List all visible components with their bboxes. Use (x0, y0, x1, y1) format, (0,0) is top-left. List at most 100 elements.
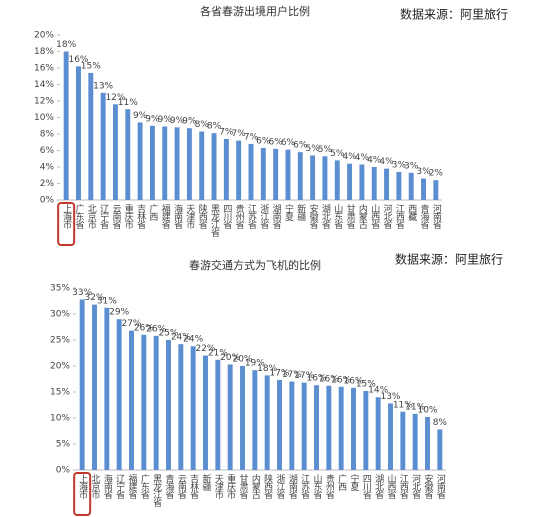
bar (359, 164, 365, 200)
x-tick-label: 内蒙古 (357, 203, 368, 230)
value-label: 3% (392, 160, 407, 170)
x-tick-label: 安徽省 (423, 473, 434, 500)
highlight-box (57, 202, 76, 246)
bar (248, 143, 254, 200)
x-tick-label: 上海市 (61, 204, 72, 230)
x-tick-label: 江苏省 (299, 474, 310, 500)
bar (227, 364, 233, 470)
y-tick-label: 0% (56, 466, 71, 476)
x-tick-label: 福建省 (160, 203, 171, 230)
y-tick-label: 6% (40, 146, 55, 156)
bar (178, 344, 184, 470)
x-tick-label: 宁夏 (283, 203, 294, 221)
chart-title: 各省春游出境用户比例 (200, 4, 310, 18)
value-label: 9% (170, 116, 185, 126)
x-tick-label: 浙江省 (258, 203, 269, 230)
value-label: 18% (257, 364, 277, 374)
x-tick-label: 北京市 (90, 474, 101, 500)
value-label: 15% (81, 61, 101, 71)
bar (301, 382, 307, 470)
value-label: 9% (145, 114, 160, 124)
value-label: 6% (281, 138, 296, 148)
bar (338, 386, 344, 470)
x-tick-label: 河北省 (382, 203, 393, 230)
chart-title: 春游交通方式为飞机的比例 (189, 258, 321, 272)
bar (215, 359, 221, 470)
bar (400, 411, 406, 470)
value-label: 20% (220, 353, 240, 363)
value-label: 29% (109, 308, 129, 318)
value-label: 14% (368, 386, 388, 396)
y-tick-label: 5% (56, 440, 71, 450)
source: 数据来源：阿里旅行 (400, 7, 508, 22)
bar (79, 299, 85, 470)
value-label: 21% (208, 348, 228, 358)
bar (199, 131, 205, 200)
x-tick-label: 云南省 (176, 474, 187, 500)
bar (384, 168, 390, 200)
bar (112, 104, 118, 200)
y-tick-label: 20% (34, 31, 54, 41)
bar (264, 375, 270, 470)
bar (310, 155, 316, 200)
value-label: 13% (93, 81, 113, 91)
value-label: 19% (245, 359, 265, 369)
y-tick-label: 0% (40, 196, 55, 206)
value-label: 17% (282, 370, 302, 380)
bar (166, 340, 171, 470)
x-tick-label: 辽宁省 (98, 204, 109, 230)
value-label: 26% (146, 324, 166, 334)
x-tick-label: 海南省 (172, 203, 183, 230)
x-tick-label: 河南省 (431, 203, 442, 230)
bar (149, 125, 155, 200)
value-label: 16% (68, 55, 88, 65)
x-tick-label: 青海省 (419, 203, 430, 230)
x-tick-label: 广东省 (73, 203, 84, 230)
bar (260, 148, 266, 200)
bar (203, 355, 208, 470)
bar (388, 403, 393, 470)
bar (63, 51, 69, 200)
value-label: 4% (367, 156, 382, 166)
x-tick-label: 海南省 (102, 473, 113, 500)
value-label: 9% (182, 117, 197, 127)
x-tick-label: 重庆市 (123, 203, 134, 230)
bar (289, 381, 295, 470)
value-label: 11% (405, 402, 425, 412)
x-tick-label: 内蒙古 (250, 473, 260, 500)
value-label: 22% (195, 344, 215, 354)
x-tick-label: 山东省 (332, 204, 343, 230)
x-tick-label: 山西省 (386, 474, 397, 500)
y-tick-label: 15% (50, 388, 70, 398)
bar (285, 149, 291, 200)
y-tick-label: 35% (50, 284, 70, 294)
x-tick-label: 辽宁省 (114, 474, 125, 500)
value-label: 10% (417, 405, 437, 415)
x-tick-label: 重庆市 (225, 473, 236, 500)
x-tick-label: 云南省 (110, 204, 121, 230)
y-tick-label: 4% (40, 163, 55, 173)
y-tick-label: 16% (34, 64, 54, 74)
value-label: 3% (416, 167, 431, 177)
x-tick-label: 安徽省 (308, 203, 319, 230)
x-tick-label: 四川省 (361, 474, 372, 500)
value-label: 15% (356, 379, 376, 389)
value-label: 9% (133, 111, 148, 121)
bar (277, 380, 282, 470)
bar (334, 160, 340, 200)
x-tick-label: 黑龙江省 (209, 204, 220, 238)
value-label: 16% (319, 374, 339, 384)
y-tick-label: 10% (34, 113, 54, 123)
x-tick-label: 上海市 (77, 474, 88, 500)
y-tick-label: 18% (34, 47, 54, 57)
x-tick-label: 广东省 (139, 473, 150, 500)
x-tick-label: 广西 (336, 473, 347, 492)
x-tick-label: 山西省 (369, 204, 380, 230)
x-tick-label: 吉林省 (188, 474, 199, 500)
value-label: 25% (158, 329, 178, 339)
x-tick-label: 贵州省 (234, 203, 245, 230)
bar (433, 180, 439, 200)
value-label: 5% (318, 145, 333, 155)
bar (314, 385, 319, 470)
value-label: 4% (379, 157, 394, 167)
